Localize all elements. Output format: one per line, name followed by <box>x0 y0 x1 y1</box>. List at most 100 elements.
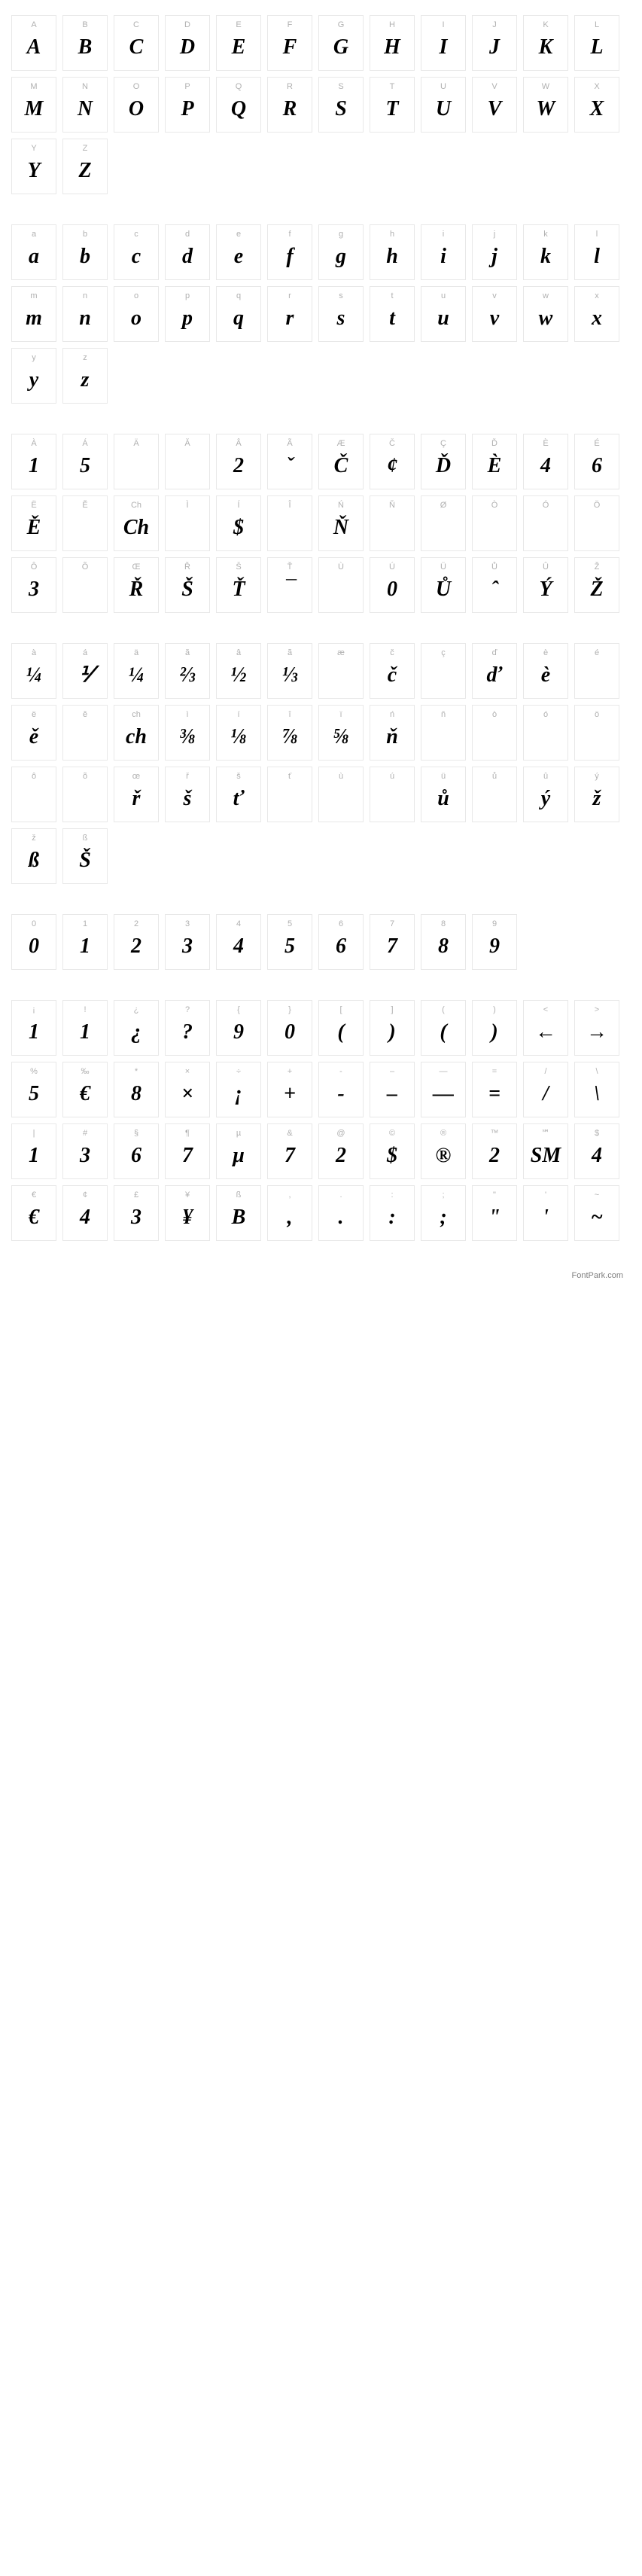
glyph-label: © <box>370 1127 414 1139</box>
glyph-display: è <box>524 659 567 692</box>
glyph-cell: ¢4 <box>62 1185 108 1241</box>
glyph-cell: hh <box>370 224 415 280</box>
glyph-label: G <box>319 19 363 31</box>
glyph-label: Ch <box>114 499 158 511</box>
glyph-label: æ <box>319 647 363 659</box>
glyph-label: f <box>268 228 312 240</box>
glyph-cell: —— <box>421 1062 466 1117</box>
glyph-label: n <box>63 290 107 302</box>
glyph-label: È <box>524 437 567 450</box>
glyph-label: A <box>12 19 56 31</box>
glyph-label: Č <box>370 437 414 450</box>
glyph-display: Ž <box>575 573 619 606</box>
glyph-label: U <box>421 81 465 93</box>
glyph-display <box>63 511 107 544</box>
glyph-display: → <box>575 1016 619 1049</box>
glyph-cell: ÇĎ <box>421 434 466 489</box>
glyph-display: y <box>12 364 56 397</box>
glyph-cell: È4 <box>523 434 568 489</box>
glyph-label: ž <box>12 832 56 844</box>
glyph-cell: ZZ <box>62 139 108 194</box>
glyph-label: E <box>217 19 260 31</box>
glyph-display: . <box>319 1201 363 1234</box>
glyph-label: a <box>12 228 56 240</box>
glyph-display: 4 <box>217 930 260 963</box>
glyph-label: u <box>421 290 465 302</box>
glyph-display: p <box>166 302 209 335</box>
glyph-label: * <box>114 1065 158 1078</box>
glyph-cell: HH <box>370 15 415 71</box>
glyph-label: z <box>63 352 107 364</box>
glyph-cell: ll <box>574 224 619 280</box>
glyph-label: T <box>370 81 414 93</box>
glyph-cell: -- <box>318 1062 364 1117</box>
glyph-cell: 33 <box>165 914 210 970</box>
glyph-cell: II <box>421 15 466 71</box>
glyph-cell: 44 <box>216 914 261 970</box>
glyph-cell: ů <box>472 767 517 822</box>
glyph-cell: ℠SM <box>523 1123 568 1179</box>
glyph-display <box>166 511 209 544</box>
glyph-label: , <box>268 1189 312 1201</box>
glyph-label: g <box>319 228 363 240</box>
glyph-grid: aabbccddeeffgghhiijjkkllmmnnooppqqrrsstt… <box>11 224 631 404</box>
glyph-label: 1 <box>63 918 107 930</box>
glyph-display: 0 <box>370 573 414 606</box>
glyph-display: ß <box>12 844 56 877</box>
glyph-cell: OO <box>114 77 159 133</box>
glyph-label: V <box>473 81 516 93</box>
glyph-label: û <box>524 770 567 782</box>
glyph-display: Š <box>166 573 209 606</box>
glyph-label: L <box>575 19 619 31</box>
glyph-label: = <box>473 1065 516 1078</box>
glyph-display: A <box>12 31 56 64</box>
glyph-display: z <box>63 364 107 397</box>
glyph-display <box>473 782 516 815</box>
glyph-label: R <box>268 81 312 93</box>
glyph-display: 7 <box>370 930 414 963</box>
glyph-label: 3 <box>166 918 209 930</box>
glyph-cell: Ò <box>472 495 517 551</box>
glyph-label: Ń <box>319 499 363 511</box>
glyph-cell: qq <box>216 286 261 342</box>
glyph-cell: ì⅜ <box>165 705 210 761</box>
glyph-cell: #3 <box>62 1123 108 1179</box>
glyph-display: - <box>319 1078 363 1111</box>
glyph-label: Ä <box>114 437 158 450</box>
glyph-cell: ŽŽ <box>574 557 619 613</box>
glyph-cell: !1 <box>62 1000 108 1056</box>
glyph-cell: MM <box>11 77 56 133</box>
glyph-label: - <box>319 1065 363 1078</box>
glyph-cell: XX <box>574 77 619 133</box>
glyph-cell: tt <box>370 286 415 342</box>
glyph-display: L <box>575 31 619 64</box>
glyph-display: d <box>166 240 209 273</box>
glyph-display: 9 <box>473 930 516 963</box>
glyph-display: Z <box>63 154 107 187</box>
glyph-cell: ßŠ <box>62 828 108 884</box>
glyph-cell: ×× <box>165 1062 210 1117</box>
glyph-label: ~ <box>575 1189 619 1201</box>
glyph-cell: Ă <box>165 434 210 489</box>
glyph-display: ⅟ <box>63 659 107 692</box>
glyph-cell: á⅟ <box>62 643 108 699</box>
section-digits: 00112233445566778899 <box>11 914 631 970</box>
glyph-cell: yy <box>11 348 56 404</box>
glyph-cell: :: <box>370 1185 415 1241</box>
glyph-label: Ó <box>524 499 567 511</box>
glyph-label: ä <box>114 647 158 659</box>
glyph-label: F <box>268 19 312 31</box>
glyph-display: € <box>63 1078 107 1111</box>
glyph-label: Õ <box>63 561 107 573</box>
glyph-cell: @2 <box>318 1123 364 1179</box>
glyph-display: Š <box>63 844 107 877</box>
glyph-display: m <box>12 302 56 335</box>
glyph-cell: |1 <box>11 1123 56 1179</box>
glyph-display: l <box>575 240 619 273</box>
glyph-display: 6 <box>575 450 619 483</box>
glyph-cell: ee <box>216 224 261 280</box>
glyph-display: ⅔ <box>166 659 209 692</box>
glyph-cell: ŃŇ <box>318 495 364 551</box>
glyph-label: k <box>524 228 567 240</box>
glyph-display: ⅜ <box>166 721 209 754</box>
